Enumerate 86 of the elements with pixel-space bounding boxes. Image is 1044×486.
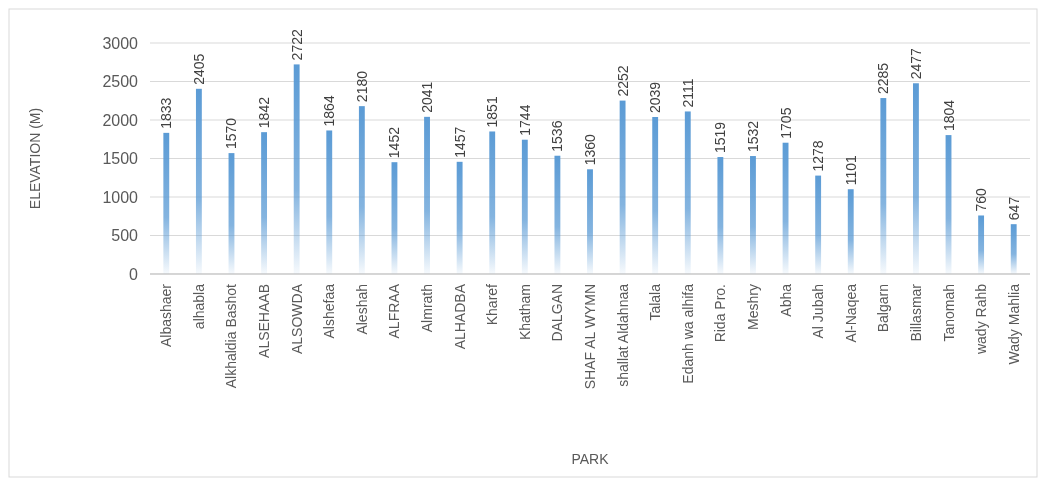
data-label: 1536 (549, 120, 566, 152)
data-label: 2111 (679, 78, 696, 108)
bar (195, 88, 202, 274)
bar (326, 130, 333, 274)
data-label: 1744 (516, 104, 533, 136)
x-tick-label: Wady Mahlia (1005, 283, 1022, 365)
data-label: 1864 (321, 95, 338, 127)
bar (847, 189, 854, 274)
data-label: 1842 (256, 96, 273, 129)
bar (293, 64, 300, 274)
x-tick-label: shallat Aldahnaa (614, 283, 631, 387)
bar (717, 157, 724, 274)
x-tick-label: wady Rahb (973, 283, 990, 356)
x-tick-label: Alshefaa (321, 283, 338, 339)
bar (261, 132, 268, 274)
x-tick-label: ALSEHAAB (256, 284, 273, 358)
y-tick-label: 2500 (102, 73, 139, 91)
x-tick-label: alhabla (190, 283, 207, 330)
x-tick-label: Tanomah (940, 284, 957, 342)
x-tick-label: Meshry (744, 284, 761, 330)
data-label: 2477 (907, 47, 924, 80)
x-tick-label: Abha (777, 283, 794, 317)
data-label: 2180 (353, 70, 370, 103)
data-label: 1532 (744, 120, 761, 153)
data-label: 1360 (582, 133, 598, 166)
data-label: 1101 (842, 154, 859, 186)
bar (587, 169, 593, 274)
bar (554, 155, 561, 274)
data-label: 1519 (712, 121, 729, 154)
bar (489, 131, 496, 274)
y-axis-title: ELEVATION (M) (27, 107, 43, 210)
x-tick-label: Al Jubah (810, 284, 827, 339)
bar (163, 132, 170, 274)
y-tick-label: 500 (111, 227, 139, 245)
data-label: 1278 (810, 140, 827, 172)
data-label: 2252 (614, 65, 631, 97)
bar (912, 83, 919, 274)
data-label: 1705 (777, 107, 794, 139)
bar (521, 139, 528, 274)
bar (456, 161, 463, 274)
x-tick-label: DALGAN (549, 284, 566, 342)
bar (358, 106, 365, 274)
data-label: 1804 (940, 99, 957, 132)
y-tick-label: 0 (129, 265, 139, 283)
x-tick-label: SHAF AL WYMN (582, 284, 598, 390)
x-tick-label: Almrath (419, 284, 436, 333)
x-tick-label: ALFRAA (386, 283, 403, 339)
x-axis-title: PARK (571, 451, 610, 467)
data-label: 1851 (484, 96, 501, 128)
data-label: 2041 (419, 81, 436, 113)
bar (424, 116, 430, 274)
bar (815, 175, 822, 274)
bar (978, 215, 985, 274)
data-label: 1833 (158, 97, 175, 129)
y-tick-label: 1500 (102, 150, 139, 168)
x-tick-label: Alkhaldia Bashot (223, 283, 240, 389)
bar (619, 100, 626, 274)
data-label: 2405 (190, 53, 207, 85)
x-tick-label: Khatham (516, 284, 533, 341)
data-label: 2039 (647, 81, 664, 113)
data-label: 647 (1005, 196, 1022, 221)
bar (1010, 224, 1017, 274)
x-tick-label: Aleshah (353, 284, 370, 335)
x-tick-label: ALHADBA (451, 283, 468, 350)
bar (652, 117, 659, 274)
data-label: 760 (973, 187, 990, 212)
x-tick-label: Balgarn (875, 284, 892, 333)
x-tick-label: Kharef (484, 283, 501, 326)
data-label: 2722 (288, 29, 305, 61)
data-label: 1457 (451, 126, 468, 158)
bar (750, 156, 756, 274)
x-tick-label: ALSOWDA (288, 283, 305, 355)
y-tick-label: 2000 (102, 111, 139, 129)
x-tick-label: Rida Pro. (712, 284, 729, 343)
data-label: 1570 (223, 117, 240, 150)
bar (684, 111, 691, 274)
data-label: 2285 (875, 62, 892, 95)
y-tick-label: 1000 (102, 188, 139, 206)
x-tick-label: Edanh wa alhifa (679, 283, 696, 384)
bar (880, 98, 887, 274)
x-tick-label: Albashaer (158, 283, 175, 348)
data-label: 1452 (386, 126, 403, 159)
x-tick-label: Talala (647, 283, 664, 321)
x-tick-label: Al-Naqea (842, 283, 859, 343)
x-tick-label: Billasmar (907, 283, 924, 342)
y-tick-label: 3000 (102, 34, 139, 52)
